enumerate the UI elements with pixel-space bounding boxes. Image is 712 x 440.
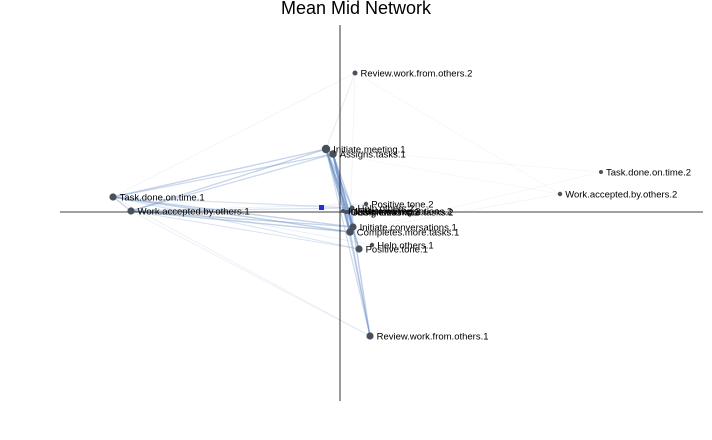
edge-assigns_tasks1-positive1: [332, 153, 360, 250]
node-label-completes2: Completes.more.tasks.2: [351, 208, 453, 219]
node-label-initiate_conv1: Initiate.conversations.1: [360, 223, 457, 234]
edge-positive1-work_acc1: [130, 210, 360, 250]
edge-review1-task_time1: [112, 196, 371, 337]
edge-review2-initiate_meeting1: [325, 72, 356, 150]
edge-help2-task_time1: [112, 196, 353, 209]
nodes-layer: [109, 70, 603, 340]
node-positive2: [363, 201, 369, 207]
edge-review1-work_acc1: [130, 210, 371, 337]
edge-review1-assigns_tasks1: [332, 153, 371, 337]
node-label-work_acc1: Work.accepted.by.others.1: [138, 207, 250, 218]
node-help1: [369, 242, 375, 248]
node-label-task_time2: Task.done.on.time.2: [606, 168, 691, 179]
edge-review2-completes1: [349, 72, 356, 233]
chart-title: Mean Mid Network: [280, 0, 432, 18]
node-label-positive2: Positive.tone.2: [371, 200, 433, 211]
node-label-initiate_meeting1: Initiate.meeting.1: [333, 145, 405, 156]
edge-help2-work_acc1: [130, 207, 353, 212]
edge-task_time2-completes1: [349, 171, 602, 233]
edge-review1-completes1: [349, 231, 371, 337]
node-label-work_acc2: Work.accepted.by.others.2: [565, 190, 677, 201]
node-assigns2: [346, 210, 350, 214]
edge-review2-work_acc2: [354, 72, 561, 195]
edge-review2-task_time1: [112, 72, 356, 198]
edge-completes1-task_time1: [112, 196, 351, 233]
centroid-marker: [319, 205, 324, 210]
node-label-initiate_conv2: Initiate.conversations.2: [355, 207, 452, 218]
node-completes1: [346, 228, 354, 236]
edge-review1-initiate_meeting1: [325, 148, 371, 337]
edge-assigns_tasks1-initiate_conv1: [332, 153, 354, 228]
node-review2: [352, 70, 358, 76]
edge-assigns_tasks1-work_acc1: [130, 153, 334, 212]
node-label-help2: Help.others.2: [358, 204, 415, 215]
edge-initiate_meeting1-help2: [325, 148, 353, 209]
node-label-review2: Review.work.from.others.2: [361, 69, 473, 80]
edges-layer: [112, 72, 602, 337]
edge-initiate_conv1-work_acc1: [130, 210, 354, 228]
node-label-help1: Help.others.1: [377, 241, 434, 252]
edge-positive2-work_acc1: [130, 203, 367, 212]
edge-work_acc2-completes1: [349, 193, 561, 233]
edge-completes1-work_acc1: [130, 210, 351, 233]
node-label-assigns_tasks1: Assigns.tasks.1: [340, 150, 406, 161]
edge-positive1-task_time1: [112, 196, 360, 250]
node-assigns_tasks1: [329, 150, 337, 158]
edge-task_time1-work_acc1: [112, 196, 132, 212]
node-label-initiate_meeting2: Initiate.meeting.2: [348, 207, 420, 218]
edge-review1-initiate_conv1: [352, 226, 371, 337]
labels-layer: Review.work.from.others.2 Initiate.meetin…: [120, 69, 691, 343]
axes-layer: [60, 25, 703, 401]
node-work_acc2: [557, 191, 563, 197]
edge-help1-task_time1: [112, 196, 373, 246]
edge-work_acc2-assigns_tasks1: [332, 153, 561, 195]
node-initiate_meeting1: [321, 144, 331, 154]
edge-task_time2-initiate_meeting1: [325, 148, 602, 173]
node-label-assigns2: Assigns.tasks.2: [353, 208, 419, 219]
edge-initiate_meeting1-task_time1: [112, 148, 327, 198]
node-task_time2: [599, 170, 603, 174]
edge-assigns_tasks1-help2: [332, 153, 353, 209]
node-label-positive1: Positive.tone.1: [366, 245, 428, 256]
node-positive1: [355, 245, 363, 253]
node-review1: [366, 332, 374, 340]
node-label-review1: Review.work.from.others.1: [377, 332, 489, 343]
node-task_time1: [109, 193, 117, 201]
node-label-task_time1: Task.done.on.time.1: [120, 193, 205, 204]
node-label-completes1: Completes.more.tasks.1: [357, 228, 459, 239]
edge-assigns_tasks1-task_time1: [112, 153, 334, 198]
edge-initiate_meeting1-work_acc1: [130, 148, 327, 212]
node-work_acc1: [127, 207, 135, 215]
